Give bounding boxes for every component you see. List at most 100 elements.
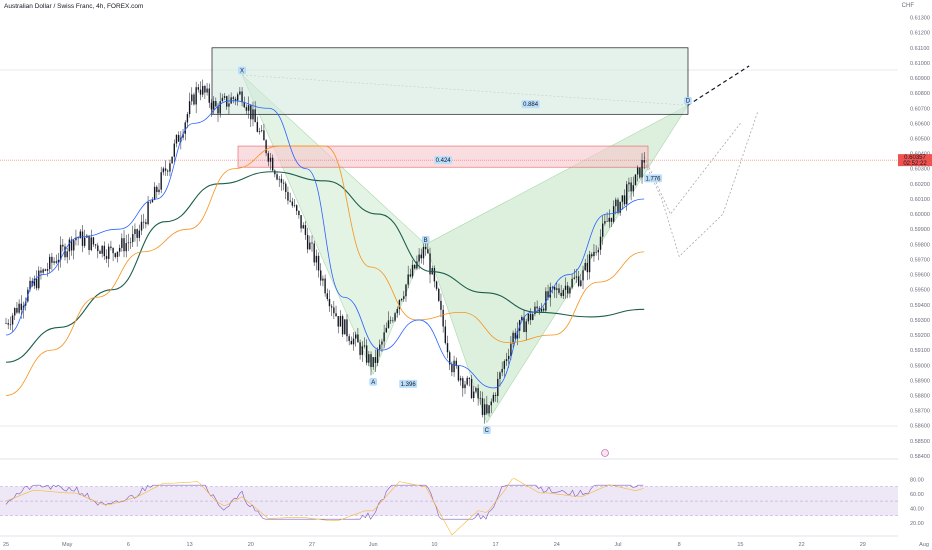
candle-body — [534, 306, 536, 314]
candle-body — [551, 286, 554, 288]
candle-body — [59, 244, 62, 260]
candle-body — [433, 268, 436, 282]
x-tick-label: Jun — [369, 542, 378, 548]
candle-body — [153, 186, 156, 200]
y-tick-label: 0.58400 — [910, 454, 930, 460]
point-label-text: C — [485, 428, 490, 434]
candle-body — [617, 199, 619, 213]
candle-body — [405, 284, 407, 297]
candle-body — [442, 309, 444, 327]
candle-body — [575, 276, 578, 278]
candle-body — [254, 109, 256, 123]
candle-body — [483, 404, 486, 415]
x-tick-label: 29 — [860, 542, 866, 548]
candle-body — [177, 135, 180, 142]
candle-body — [112, 247, 114, 254]
candle-body — [236, 94, 239, 101]
candle-body — [532, 313, 534, 320]
candle-body — [514, 332, 516, 339]
candle-body — [64, 246, 66, 258]
candle-body — [199, 89, 202, 95]
candle-body — [477, 388, 479, 399]
candle-body — [558, 288, 560, 293]
rsi-line — [5, 484, 644, 520]
candle-body — [619, 201, 621, 213]
candle-body — [7, 323, 9, 325]
candle-body — [193, 94, 195, 105]
candle-body — [385, 327, 388, 333]
candle-body — [328, 298, 331, 307]
candle-body — [49, 256, 51, 270]
candle-body — [416, 261, 418, 269]
candle-body — [588, 254, 591, 273]
x-tick-label: Aug — [919, 542, 929, 548]
candle-body — [398, 300, 401, 309]
candle-body — [212, 101, 215, 110]
candle-body — [134, 229, 136, 235]
candle-body — [608, 217, 610, 222]
candle-body — [35, 278, 38, 289]
candle-body — [527, 313, 530, 322]
candle-body — [103, 245, 106, 257]
candle-body — [302, 225, 304, 229]
candle-body — [70, 239, 73, 251]
candle-body — [383, 332, 385, 342]
candle-body — [623, 195, 626, 205]
ratio-label: 1.396 — [401, 382, 417, 388]
point-label-text: B — [424, 238, 428, 244]
y-tick-label: 0.59100 — [910, 348, 930, 354]
candle-body — [241, 91, 243, 103]
candle-body — [626, 184, 628, 205]
candle-body — [584, 262, 586, 271]
y-tick-label: 0.58500 — [910, 439, 930, 445]
candle-body — [400, 298, 403, 301]
candle-body — [508, 355, 510, 360]
candle-body — [258, 131, 261, 132]
candle-body — [267, 153, 269, 162]
candle-body — [20, 303, 22, 310]
candle-body — [188, 101, 191, 115]
ratio-label: 0.424 — [436, 158, 452, 164]
candle-body — [282, 182, 285, 184]
y-tick-label: 0.59800 — [910, 242, 930, 248]
candle-body — [184, 122, 186, 134]
x-tick-label: 27 — [309, 542, 315, 548]
candle-body — [451, 364, 453, 373]
x-tick-label: 25 — [3, 542, 9, 548]
candle-body — [232, 97, 235, 99]
candle-body — [247, 105, 250, 111]
candle-body — [306, 234, 309, 250]
candle-body — [217, 106, 219, 114]
candle-body — [573, 277, 575, 279]
candle-body — [304, 225, 307, 235]
candle-body — [422, 246, 425, 259]
candle-body — [632, 185, 634, 192]
candle-body — [470, 378, 473, 399]
candle-body — [88, 235, 90, 251]
candle-body — [55, 261, 57, 263]
candle-body — [381, 341, 383, 345]
y-tick-label: 0.58600 — [910, 424, 930, 430]
candle-body — [389, 320, 392, 321]
candle-body — [79, 231, 82, 239]
candle-body — [162, 168, 165, 173]
candle-body — [466, 377, 468, 385]
candle-body — [628, 182, 630, 185]
candle-body — [271, 157, 274, 171]
candle-body — [379, 344, 381, 350]
y-tick-label: 0.60200 — [910, 182, 930, 188]
candle-body — [173, 143, 175, 157]
candle-body — [427, 249, 429, 254]
candle-body — [123, 238, 125, 252]
candle-body — [604, 221, 606, 224]
candle-body — [468, 377, 471, 379]
candle-body — [569, 287, 571, 294]
candle-body — [300, 215, 302, 229]
candle-body — [239, 91, 241, 95]
y-tick-label: 0.59200 — [910, 333, 930, 339]
candle-body — [92, 237, 95, 245]
x-tick-label: 22 — [799, 542, 805, 548]
y-tick-label: 0.59500 — [910, 288, 930, 294]
candle-body — [191, 94, 193, 102]
